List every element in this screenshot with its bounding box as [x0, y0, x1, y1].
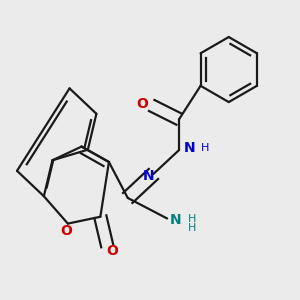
Text: O: O [60, 224, 72, 238]
Text: N: N [142, 169, 154, 183]
Text: N: N [184, 141, 195, 155]
Text: H: H [201, 143, 209, 153]
Text: N: N [170, 213, 182, 227]
Text: H: H [188, 214, 196, 224]
Text: H: H [188, 223, 196, 233]
Text: O: O [106, 244, 118, 258]
Text: O: O [136, 97, 148, 111]
